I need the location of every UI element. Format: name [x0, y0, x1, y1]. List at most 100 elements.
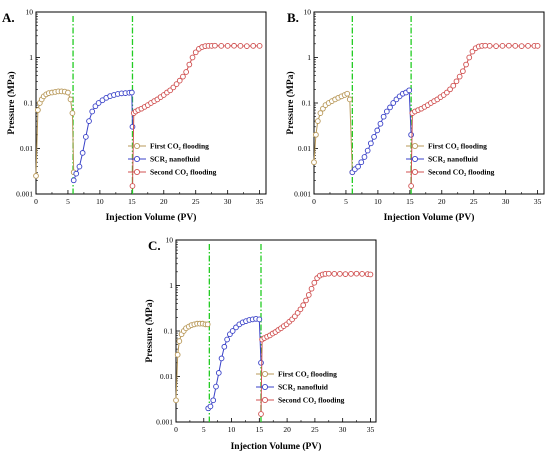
- legend-label: First CO₂ flooding: [150, 142, 209, 151]
- data-point: [243, 43, 250, 49]
- data-point: [368, 140, 374, 147]
- data-point: [359, 271, 365, 277]
- data-point: [308, 285, 315, 292]
- data-point: [305, 292, 312, 298]
- data-point: [65, 89, 71, 96]
- series-line: [260, 273, 371, 415]
- data-point: [355, 163, 361, 170]
- y-tick-label: 0.01: [298, 144, 311, 153]
- y-tick-label: 1: [169, 281, 173, 290]
- legend-marker: [411, 155, 419, 163]
- data-point: [525, 43, 531, 49]
- data-point: [170, 84, 177, 91]
- y-tick-label: 0.001: [156, 418, 173, 427]
- x-tick-label: 0: [174, 425, 178, 434]
- data-point: [70, 177, 77, 184]
- data-point: [371, 134, 377, 140]
- legend-label: Second CO₂ flooding: [428, 168, 495, 177]
- data-point: [173, 81, 180, 87]
- data-point: [325, 270, 332, 277]
- legend-label: Second CO₂ flooding: [278, 396, 345, 405]
- data-point: [207, 403, 214, 410]
- data-point: [33, 173, 39, 179]
- data-point: [76, 163, 83, 170]
- data-point: [204, 321, 211, 328]
- data-point: [215, 370, 222, 376]
- data-point: [374, 127, 381, 134]
- data-point: [258, 411, 264, 417]
- x-tick-label: 0: [312, 197, 316, 206]
- data-point: [256, 316, 263, 323]
- data-point: [129, 123, 136, 130]
- data-point: [256, 43, 263, 49]
- panel-b: B. Pressure (MPa) Injection Volume (PV) …: [285, 8, 545, 223]
- data-point: [314, 118, 321, 124]
- x-tick-label: 5: [202, 425, 206, 434]
- data-point: [189, 54, 196, 61]
- y-tick-label: 10: [304, 8, 312, 17]
- x-tick-label: 25: [311, 425, 319, 434]
- data-point: [408, 183, 414, 189]
- x-tick-label: 30: [224, 197, 232, 206]
- series-line: [410, 45, 538, 187]
- data-point: [499, 43, 506, 49]
- data-point: [218, 43, 225, 49]
- x-tick-label: 25: [470, 197, 478, 206]
- series-line: [313, 93, 353, 173]
- x-tick-label: 25: [192, 197, 200, 206]
- x-tick-label: 15: [128, 197, 136, 206]
- data-point: [192, 49, 199, 56]
- data-point: [186, 61, 193, 68]
- data-point: [129, 183, 136, 189]
- data-point: [303, 297, 309, 304]
- data-point: [174, 351, 181, 358]
- data-point: [224, 336, 230, 343]
- data-point: [466, 54, 473, 61]
- y-axis-title: Pressure (MPa): [285, 71, 296, 134]
- series-line: [132, 45, 260, 187]
- data-point: [447, 86, 453, 93]
- data-point: [512, 43, 519, 49]
- data-point: [387, 104, 393, 111]
- data-point: [213, 383, 219, 390]
- plot-area: 0.001 0.01 0.1 1 10 0 5 10 15 20 25 30 35 First CO₂ f…: [156, 236, 377, 434]
- legend-label: SCR₂ nanofluid: [278, 383, 329, 392]
- legend-label: SCR₂ nanofluid: [150, 155, 201, 164]
- y-tick-label: 0.1: [24, 99, 34, 108]
- y-tick-label: 0.1: [302, 99, 312, 108]
- legend-label: SCR₂ nanofluid: [428, 155, 479, 164]
- panel-c: C. Pressure (MPa) Injection Volume (PV) …: [144, 236, 377, 452]
- y-tick-label: 0.01: [20, 144, 33, 153]
- panel-a: A. Pressure (MPa) Injection Volume (PV) …: [2, 8, 267, 223]
- data-point: [231, 42, 237, 49]
- data-point: [224, 43, 231, 49]
- legend-label: First CO₂ flooding: [428, 142, 487, 151]
- data-point: [311, 159, 317, 166]
- legend-marker: [411, 168, 419, 176]
- x-tick-label: 0: [34, 197, 38, 206]
- data-point: [317, 110, 324, 116]
- data-point: [176, 338, 183, 344]
- data-point: [518, 43, 525, 49]
- data-point: [294, 310, 301, 316]
- data-point: [173, 397, 179, 404]
- data-point: [300, 302, 307, 308]
- x-tick-label: 10: [228, 425, 236, 434]
- data-point: [218, 355, 225, 362]
- legend-marker: [133, 155, 141, 163]
- legend-marker: [411, 142, 419, 150]
- x-tick-label: 35: [534, 197, 542, 206]
- x-tick-label: 35: [256, 197, 264, 206]
- data-point: [453, 78, 460, 85]
- data-point: [469, 48, 476, 55]
- data-point: [486, 43, 493, 49]
- data-point: [313, 131, 319, 138]
- y-tick-label: 0.001: [16, 190, 33, 199]
- data-point: [89, 108, 96, 115]
- x-tick-label: 20: [283, 425, 291, 434]
- data-point: [95, 100, 102, 106]
- x-tick-label: 20: [438, 197, 446, 206]
- data-point: [460, 68, 466, 75]
- x-tick-label: 30: [339, 425, 347, 434]
